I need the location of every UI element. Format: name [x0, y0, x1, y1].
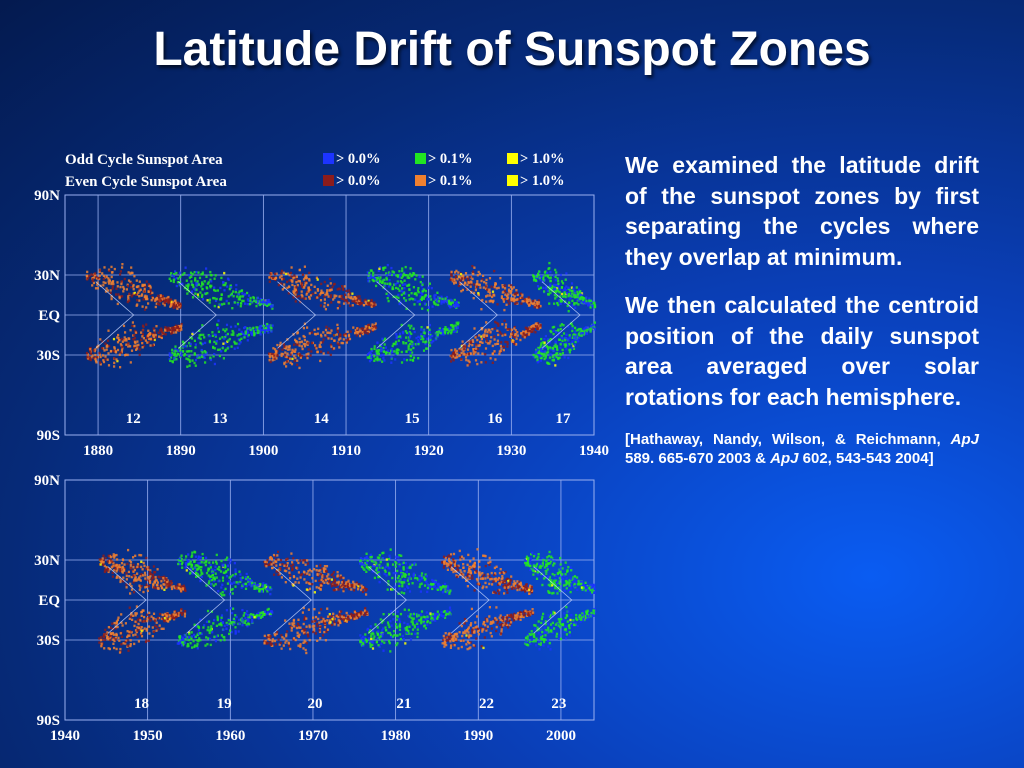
x-tick-label: 1890	[166, 443, 196, 459]
cycle-number-label: 15	[405, 411, 420, 427]
cycle-18-wing	[98, 548, 187, 654]
legend-odd-label: Odd Cycle Sunspot Area	[65, 152, 223, 168]
cycle-number-label: 21	[396, 696, 411, 712]
y-tick-label: EQ	[38, 308, 60, 324]
cycle-13-separator	[178, 281, 217, 349]
cycle-number-label: 18	[134, 696, 149, 712]
x-tick-label: 1970	[298, 728, 328, 744]
legend-even-label: Even Cycle Sunspot Area	[65, 174, 227, 190]
legend: Odd Cycle Sunspot Area Even Cycle Sunspo…	[65, 151, 565, 190]
citation-journal-1: ApJ	[950, 431, 979, 448]
x-tick-label: 1950	[133, 728, 163, 744]
cycle-14-wing	[267, 265, 378, 370]
cycle-16-separator	[459, 281, 498, 349]
citation-middle: 589. 665-670 2003 &	[625, 450, 771, 467]
cycle-number-label: 23	[551, 696, 566, 712]
legend-odd-mid-swatch	[415, 153, 426, 164]
x-tick-label: 1900	[248, 443, 278, 459]
legend-odd-mid-text: > 0.1%	[428, 151, 473, 167]
x-tick-label: 1940	[50, 728, 80, 744]
x-tick-label: 1940	[579, 443, 609, 459]
citation-journal-2: ApJ	[770, 450, 799, 467]
cycle-14-separator	[277, 281, 317, 349]
paragraph-1: We examined the latitude drift of the su…	[625, 152, 979, 270]
cycle-21-wing	[358, 548, 452, 653]
cycle-21-separator	[368, 566, 408, 634]
cycle-22-separator	[450, 566, 490, 634]
x-tick-label: 1980	[381, 728, 411, 744]
legend-odd-low-text: > 0.0%	[336, 151, 381, 167]
y-tick-label: 30N	[34, 553, 60, 569]
citation: [Hathaway, Nandy, Wilson, & Reichmann, A…	[625, 430, 979, 468]
cycle-number-label: 16	[487, 411, 503, 427]
cycle-number-label: 20	[308, 696, 323, 712]
cycle-19-separator	[186, 566, 226, 634]
cycle-19-wing	[176, 550, 274, 650]
x-tick-label: 1880	[83, 443, 113, 459]
legend-even-high-text: > 1.0%	[520, 173, 565, 189]
cycle-number-label: 12	[126, 411, 141, 427]
cycle-number-label: 22	[479, 696, 494, 712]
cycle-16-wing	[449, 265, 542, 367]
x-tick-label: 1960	[215, 728, 245, 744]
cycle-22-wing	[441, 548, 535, 651]
y-tick-label: EQ	[38, 593, 60, 609]
cycle-17-separator	[541, 281, 581, 349]
cycle-20-separator	[273, 566, 312, 634]
y-tick-label: 90N	[34, 188, 60, 204]
x-tick-label: 2000	[546, 728, 576, 744]
cycle-23-wing	[523, 550, 596, 651]
cycle-15-separator	[376, 281, 416, 349]
slide-title: Latitude Drift of Sunspot Zones	[153, 23, 871, 76]
cycle-number-label: 17	[556, 411, 572, 427]
citation-suffix: 602, 543-543 2004]	[798, 450, 934, 467]
legend-odd-high-text: > 1.0%	[520, 151, 565, 167]
x-tick-label: 1930	[496, 443, 526, 459]
y-tick-label: 30S	[37, 348, 60, 364]
description-panel: We examined the latitude drift of the su…	[625, 150, 979, 486]
cycle-17-wing	[532, 261, 597, 367]
y-tick-label: 90S	[37, 428, 60, 444]
cycle-20-wing	[263, 550, 369, 655]
y-tick-label: 90S	[37, 713, 60, 729]
x-tick-label: 1910	[331, 443, 361, 459]
cycle-13-wing	[168, 266, 274, 368]
cycle-18-separator	[107, 566, 147, 634]
legend-odd-high-swatch	[507, 153, 518, 164]
legend-even-mid-text: > 0.1%	[428, 173, 473, 189]
legend-even-mid-swatch	[415, 175, 426, 186]
legend-even-low-text: > 0.0%	[336, 173, 381, 189]
panel-upper: 12 13 14 15 16 17 90N 30N EQ 30S 90S 1880 1890 1900 19…	[34, 188, 609, 459]
y-tick-label: 30S	[37, 633, 60, 649]
y-tick-label: 90N	[34, 473, 60, 489]
legend-even-high-swatch	[507, 175, 518, 186]
cycle-23-separator	[533, 566, 573, 634]
cycle-15-wing	[366, 263, 460, 364]
y-tick-label: 30N	[34, 268, 60, 284]
x-tick-label: 1920	[414, 443, 444, 459]
legend-odd-low-swatch	[323, 153, 334, 164]
cycle-number-label: 13	[212, 411, 227, 427]
legend-even-low-swatch	[323, 175, 334, 186]
cycle-12-wing	[85, 263, 183, 369]
paragraph-2: We then calculated the centroid position…	[625, 292, 979, 410]
citation-prefix: [Hathaway, Nandy, Wilson, & Reichmann,	[625, 431, 951, 448]
cycle-number-label: 14	[314, 411, 330, 427]
cycle-12-separator	[95, 281, 135, 349]
x-tick-label: 1990	[463, 728, 493, 744]
cycle-number-label: 19	[217, 696, 232, 712]
